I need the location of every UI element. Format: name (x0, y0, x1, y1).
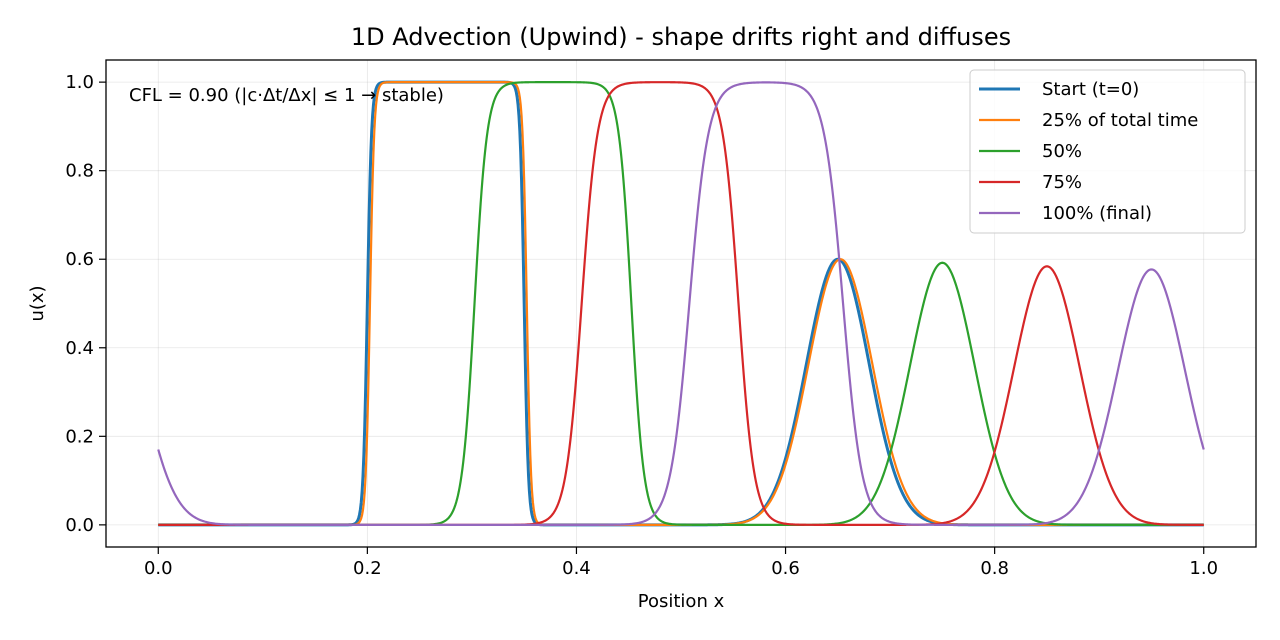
y-tick-label: 1.0 (65, 72, 94, 93)
plot-frame (105, 59, 1257, 548)
legend-entry-label: 50% (1042, 141, 1082, 162)
x-tick-label: 1.0 (1189, 558, 1218, 579)
x-axis-label: Position x (638, 591, 725, 612)
cfl-annotation: CFL = 0.90 (|c·Δt/Δx| ≤ 1 → stable) (129, 85, 444, 106)
legend: Start (t=0) 25% of total time 50% 75% 100% (… (969, 69, 1246, 234)
series-line-4 (157, 81, 1205, 526)
x-tick-label: 0.0 (144, 558, 173, 579)
y-tick-label: 0.6 (65, 249, 94, 270)
y-tick-label: 0.2 (65, 426, 94, 447)
x-tick-label: 0.4 (562, 558, 591, 579)
x-tick-label: 0.6 (771, 558, 800, 579)
y-tick-label: 0.4 (65, 338, 94, 359)
y-axis-label: u(x) (27, 285, 48, 321)
axis-ticks: 0.0 0.2 0.4 0.6 0.8 1.0 0.0 0.2 0.4 0.6 0.8 1.0 (65, 72, 1218, 579)
chart-title: 1D Advection (Upwind) - shape drifts rig… (351, 23, 1011, 51)
legend-box (969, 69, 1246, 234)
legend-entry-label: 25% of total time (1042, 110, 1198, 131)
y-tick-label: 0.0 (65, 515, 94, 536)
legend-entry-label: 100% (final) (1042, 203, 1152, 224)
y-tick-label: 0.8 (65, 161, 94, 182)
x-tick-label: 0.8 (980, 558, 1009, 579)
legend-entry-label: 75% (1042, 172, 1082, 193)
legend-entry-label: Start (t=0) (1042, 79, 1139, 100)
series-lines (157, 80, 1205, 527)
x-tick-label: 0.2 (353, 558, 382, 579)
